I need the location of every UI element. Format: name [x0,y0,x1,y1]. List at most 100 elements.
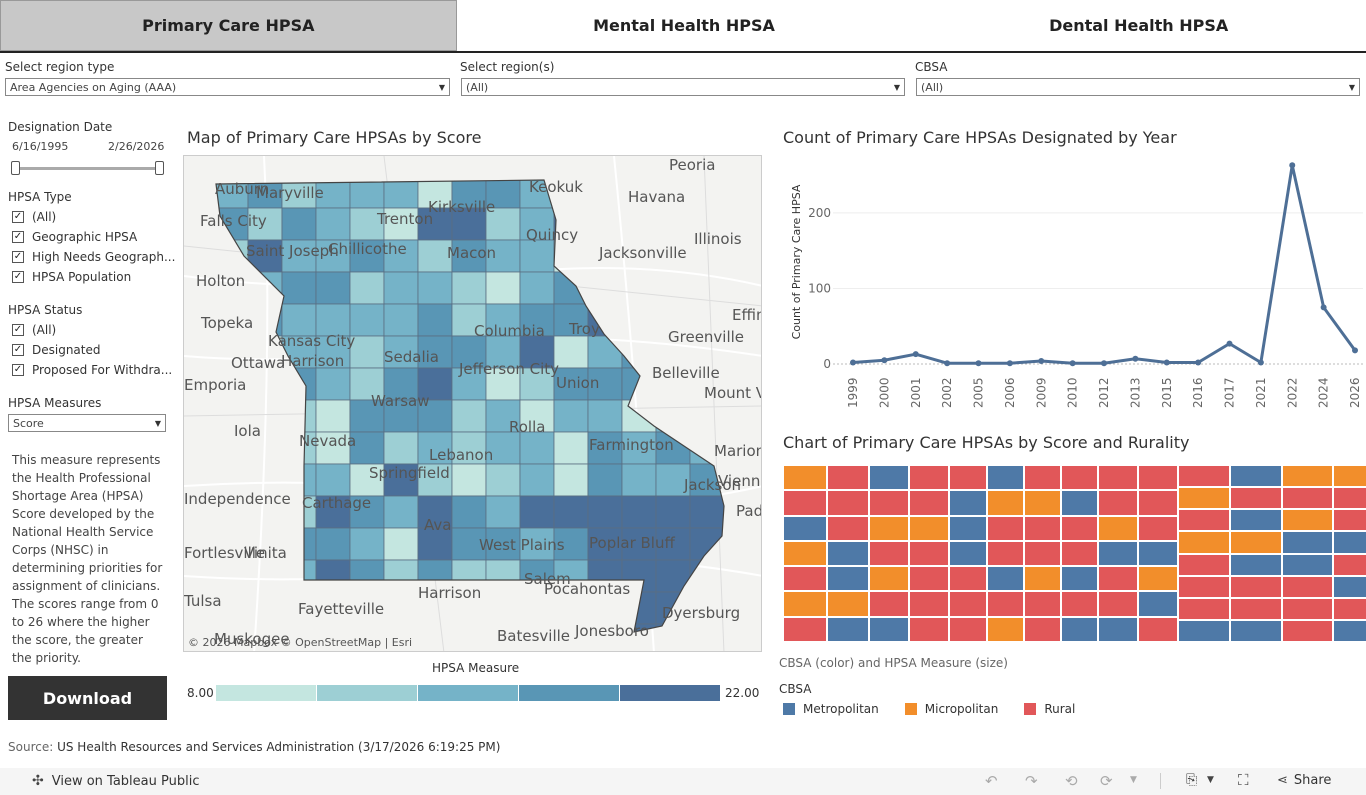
download-icon[interactable]: ⎘ [1186,772,1198,788]
county-area[interactable] [383,239,419,273]
treemap-tile[interactable] [869,616,909,642]
treemap-tile[interactable] [987,566,1024,592]
county-area[interactable] [723,271,758,305]
county-area[interactable] [621,303,657,337]
county-area[interactable] [485,431,521,465]
county-area[interactable] [315,527,351,561]
treemap-tile[interactable] [783,490,827,516]
county-area[interactable] [451,239,487,273]
hpsa-map[interactable]: Peoria Keokuk Havana Auburn Maryville Falls C… [183,155,762,652]
county-area[interactable] [383,367,419,401]
data-point[interactable] [1226,340,1233,347]
county-area[interactable] [587,463,623,497]
treemap-tile[interactable] [1024,540,1061,567]
treemap-tile[interactable] [1230,597,1282,620]
treemap-tile[interactable] [909,566,949,592]
treemap-tile[interactable] [1230,487,1282,510]
county-area[interactable] [553,495,589,529]
county-area[interactable] [451,367,487,401]
county-area[interactable] [655,463,691,497]
county-area[interactable] [281,367,317,401]
treemap-tile[interactable] [869,566,909,592]
legend-rural[interactable]: Rural [1024,702,1075,716]
county-area[interactable] [383,495,419,529]
county-area[interactable] [689,271,724,305]
county-area[interactable] [417,271,453,305]
undo-icon[interactable]: ↶ [985,772,998,790]
data-point[interactable] [975,360,982,367]
treemap-tile[interactable] [1333,597,1366,620]
county-area[interactable] [383,271,419,305]
county-area[interactable] [281,207,317,241]
data-point[interactable] [1257,359,1264,366]
treemap-tile[interactable] [827,465,869,491]
data-point[interactable] [1101,360,1107,367]
county-area[interactable] [485,495,521,529]
county-area[interactable] [349,495,385,529]
county-area[interactable] [553,463,589,497]
treemap-tile[interactable] [1061,566,1098,592]
share-button[interactable]: ⋖ Share [1277,773,1331,788]
tab-mental-health[interactable]: Mental Health HPSA [593,16,775,35]
treemap-tile[interactable] [1230,553,1282,576]
county-area[interactable] [417,623,453,652]
county-area[interactable] [349,239,385,273]
treemap-tile[interactable] [1282,597,1333,620]
treemap-tile[interactable] [1333,531,1366,554]
treemap-tile[interactable] [1178,509,1230,532]
view-on-tableau-link[interactable]: ✣ View on Tableau Public [32,773,199,789]
county-area[interactable] [383,207,419,241]
data-point[interactable] [1195,359,1202,366]
treemap-tile[interactable] [869,515,909,541]
treemap-tile[interactable] [1024,566,1061,592]
treemap-tile[interactable] [909,465,949,491]
county-area[interactable] [417,335,453,369]
county-area[interactable] [519,431,555,465]
county-area[interactable] [451,303,487,337]
county-area[interactable] [621,271,657,305]
treemap-tile[interactable] [1138,616,1178,642]
missouri-choropleth[interactable] [184,156,762,652]
treemap-tile[interactable] [909,591,949,617]
treemap-tile[interactable] [1138,540,1178,567]
treemap-tile[interactable] [1061,465,1098,491]
county-area[interactable] [723,399,758,433]
county-area[interactable] [281,527,317,561]
county-area[interactable] [587,207,623,241]
treemap-tile[interactable] [1178,487,1230,510]
county-area[interactable] [281,559,317,593]
hpsa-type-option[interactable]: ✓ HPSA Population [12,270,131,284]
treemap-tile[interactable] [1098,490,1138,516]
treemap-tile[interactable] [1098,591,1138,617]
county-area[interactable] [689,559,724,593]
county-area[interactable] [553,239,589,273]
county-area[interactable] [621,367,657,401]
treemap-tile[interactable] [1098,540,1138,567]
county-area[interactable] [417,495,453,529]
treemap-tile[interactable] [1098,566,1138,592]
county-area[interactable] [417,303,453,337]
hpsa-status-option[interactable]: ✓ Designated [12,343,101,357]
data-point[interactable] [1132,355,1139,362]
data-point[interactable] [850,359,856,366]
treemap-tile[interactable] [909,490,949,516]
tab-dental-health[interactable]: Dental Health HPSA [1049,16,1229,35]
county-area[interactable] [723,527,758,561]
treemap-tile[interactable] [783,591,827,617]
treemap-tile[interactable] [1138,515,1178,541]
treemap-tile[interactable] [987,490,1024,516]
treemap-tile[interactable] [1230,531,1282,554]
treemap-tile[interactable] [1282,487,1333,510]
date-slider-track[interactable] [14,167,162,170]
hpsa-type-option[interactable]: ✓ Geographic HPSA [12,230,137,244]
treemap-tile[interactable] [1178,597,1230,620]
county-area[interactable] [723,176,758,209]
county-area[interactable] [689,176,724,209]
treemap-tile[interactable] [783,540,827,567]
county-area[interactable] [247,367,283,401]
county-area[interactable] [553,431,589,465]
treemap-tile[interactable] [1178,465,1230,488]
treemap-tile[interactable] [1230,509,1282,532]
county-area[interactable] [349,527,385,561]
county-area[interactable] [587,431,623,465]
